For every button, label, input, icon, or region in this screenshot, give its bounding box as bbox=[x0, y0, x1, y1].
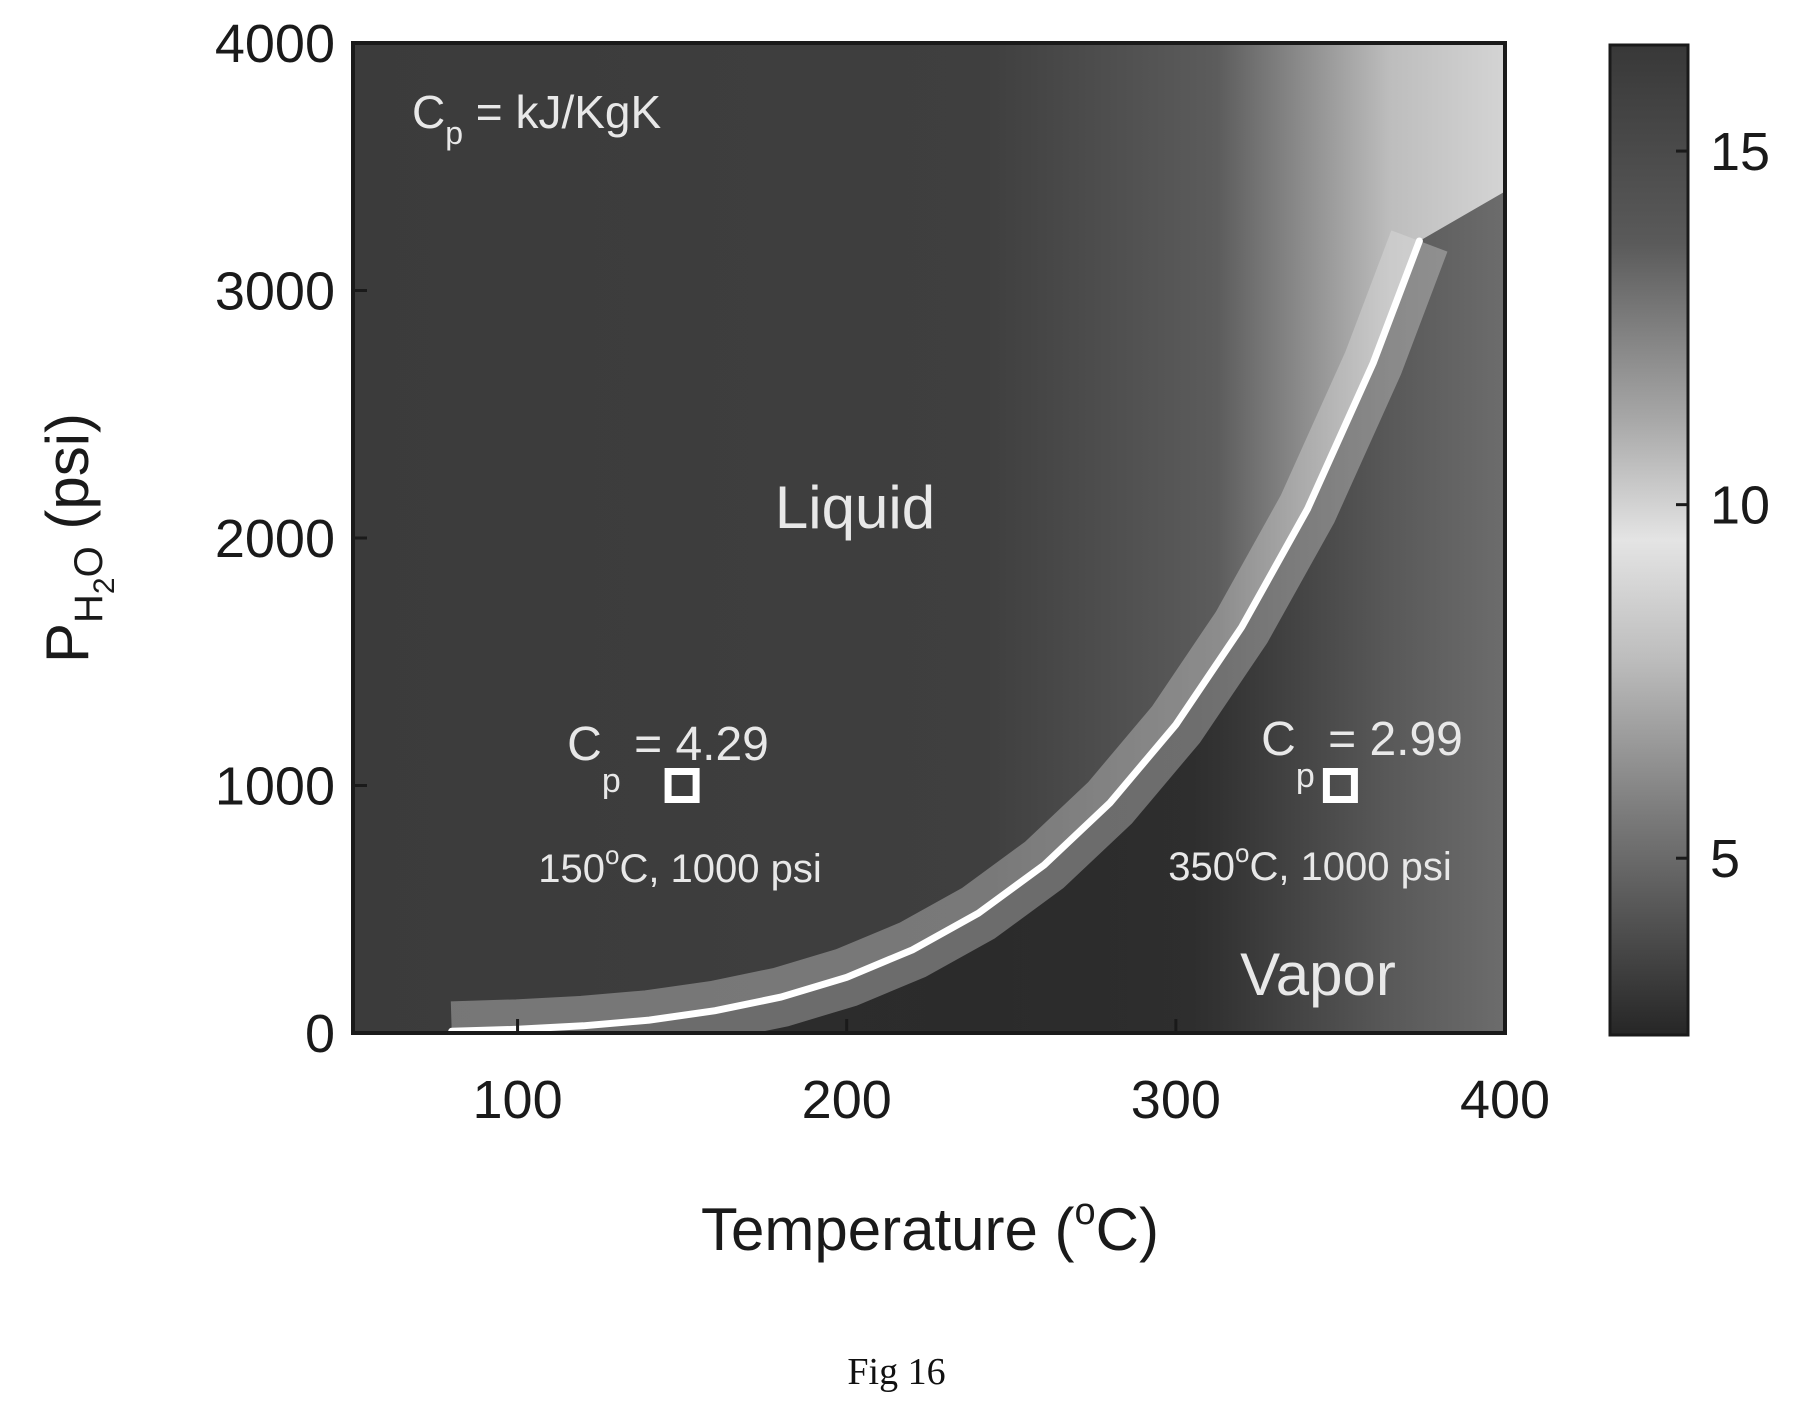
y-tick-label: 2000 bbox=[215, 509, 335, 569]
point-1-cp-pre: C bbox=[567, 718, 602, 771]
point-1-caption-post: C, 1000 psi bbox=[619, 847, 821, 891]
unit-note: Cp = kJ/KgK bbox=[412, 86, 662, 151]
x-axis-ticks: 100 200 300 400 bbox=[473, 1019, 1550, 1130]
point-2-caption-pre: 350 bbox=[1168, 845, 1235, 889]
point-2-cp-value: = 2.99 bbox=[1315, 713, 1463, 766]
data-point-1: Cp = 4.29 150oC, 1000 psi bbox=[538, 718, 822, 891]
y-axis-label-base: P bbox=[34, 623, 101, 663]
x-tick-label: 100 bbox=[473, 1070, 563, 1130]
y-axis-label-sub3: O bbox=[67, 546, 111, 577]
vapor-region bbox=[451, 191, 1505, 1033]
unit-note-post: = kJ/KgK bbox=[463, 86, 661, 138]
y-axis-ticks: 0 1000 2000 3000 4000 bbox=[215, 14, 367, 1064]
x-axis-label-pre: Temperature ( bbox=[701, 1196, 1074, 1263]
x-axis-label-sup: o bbox=[1075, 1191, 1096, 1233]
y-axis-label: PH2O (psi) bbox=[34, 413, 121, 663]
colorbar-tick-label: 15 bbox=[1710, 122, 1770, 182]
y-tick-label: 4000 bbox=[215, 14, 335, 74]
point-1-caption: 150oC, 1000 psi bbox=[538, 840, 822, 891]
point-2-caption: 350oC, 1000 psi bbox=[1168, 838, 1452, 889]
x-tick-label: 200 bbox=[802, 1070, 892, 1130]
y-tick-label: 1000 bbox=[215, 757, 335, 817]
data-point-2: Cp = 2.99 350oC, 1000 psi bbox=[1168, 713, 1463, 889]
region-label-liquid: Liquid bbox=[775, 474, 935, 541]
colorbar-scale bbox=[1608, 43, 1690, 1037]
x-axis-label-post: C) bbox=[1096, 1196, 1159, 1263]
figure-caption: Fig 16 bbox=[847, 1351, 946, 1393]
unit-note-pre: C bbox=[412, 86, 445, 138]
y-axis-label-sub1: H bbox=[67, 594, 111, 623]
point-2-caption-sup: o bbox=[1235, 838, 1249, 868]
y-tick-label: 0 bbox=[305, 1004, 335, 1064]
region-label-vapor: Vapor bbox=[1240, 941, 1396, 1008]
x-axis-label: Temperature (oC) bbox=[701, 1191, 1159, 1263]
y-axis-label-post: (psi) bbox=[34, 413, 101, 546]
y-tick-label: 3000 bbox=[215, 262, 335, 322]
colorbar: 5 10 15 bbox=[1608, 43, 1770, 1037]
colorbar-tick-label: 5 bbox=[1710, 829, 1740, 889]
x-tick-label: 300 bbox=[1131, 1070, 1221, 1130]
point-1-cp-sub: p bbox=[602, 762, 621, 800]
colorbar-tick-label: 10 bbox=[1710, 476, 1770, 536]
point-2-cp-sub: p bbox=[1296, 757, 1315, 795]
point-1-caption-sup: o bbox=[605, 840, 619, 870]
x-tick-label: 400 bbox=[1460, 1070, 1550, 1130]
point-1-caption-pre: 150 bbox=[538, 847, 605, 891]
colorbar-ticks: 5 10 15 bbox=[1676, 122, 1770, 889]
saturation-curve bbox=[448, 237, 1423, 1033]
point-2-marker bbox=[1322, 768, 1358, 803]
point-1-marker bbox=[664, 768, 700, 803]
point-1-cp-value: = 4.29 bbox=[621, 718, 769, 771]
point-2-cp-pre: C bbox=[1261, 713, 1296, 766]
point-2-cp-label: Cp = 2.99 bbox=[1261, 713, 1463, 795]
point-2-caption-post: C, 1000 psi bbox=[1249, 845, 1451, 889]
unit-note-sub: p bbox=[445, 115, 463, 151]
plot-area bbox=[351, 41, 1507, 1035]
y-axis-label-sub2: 2 bbox=[88, 577, 121, 594]
point-1-cp-label: Cp = 4.29 bbox=[567, 718, 769, 800]
